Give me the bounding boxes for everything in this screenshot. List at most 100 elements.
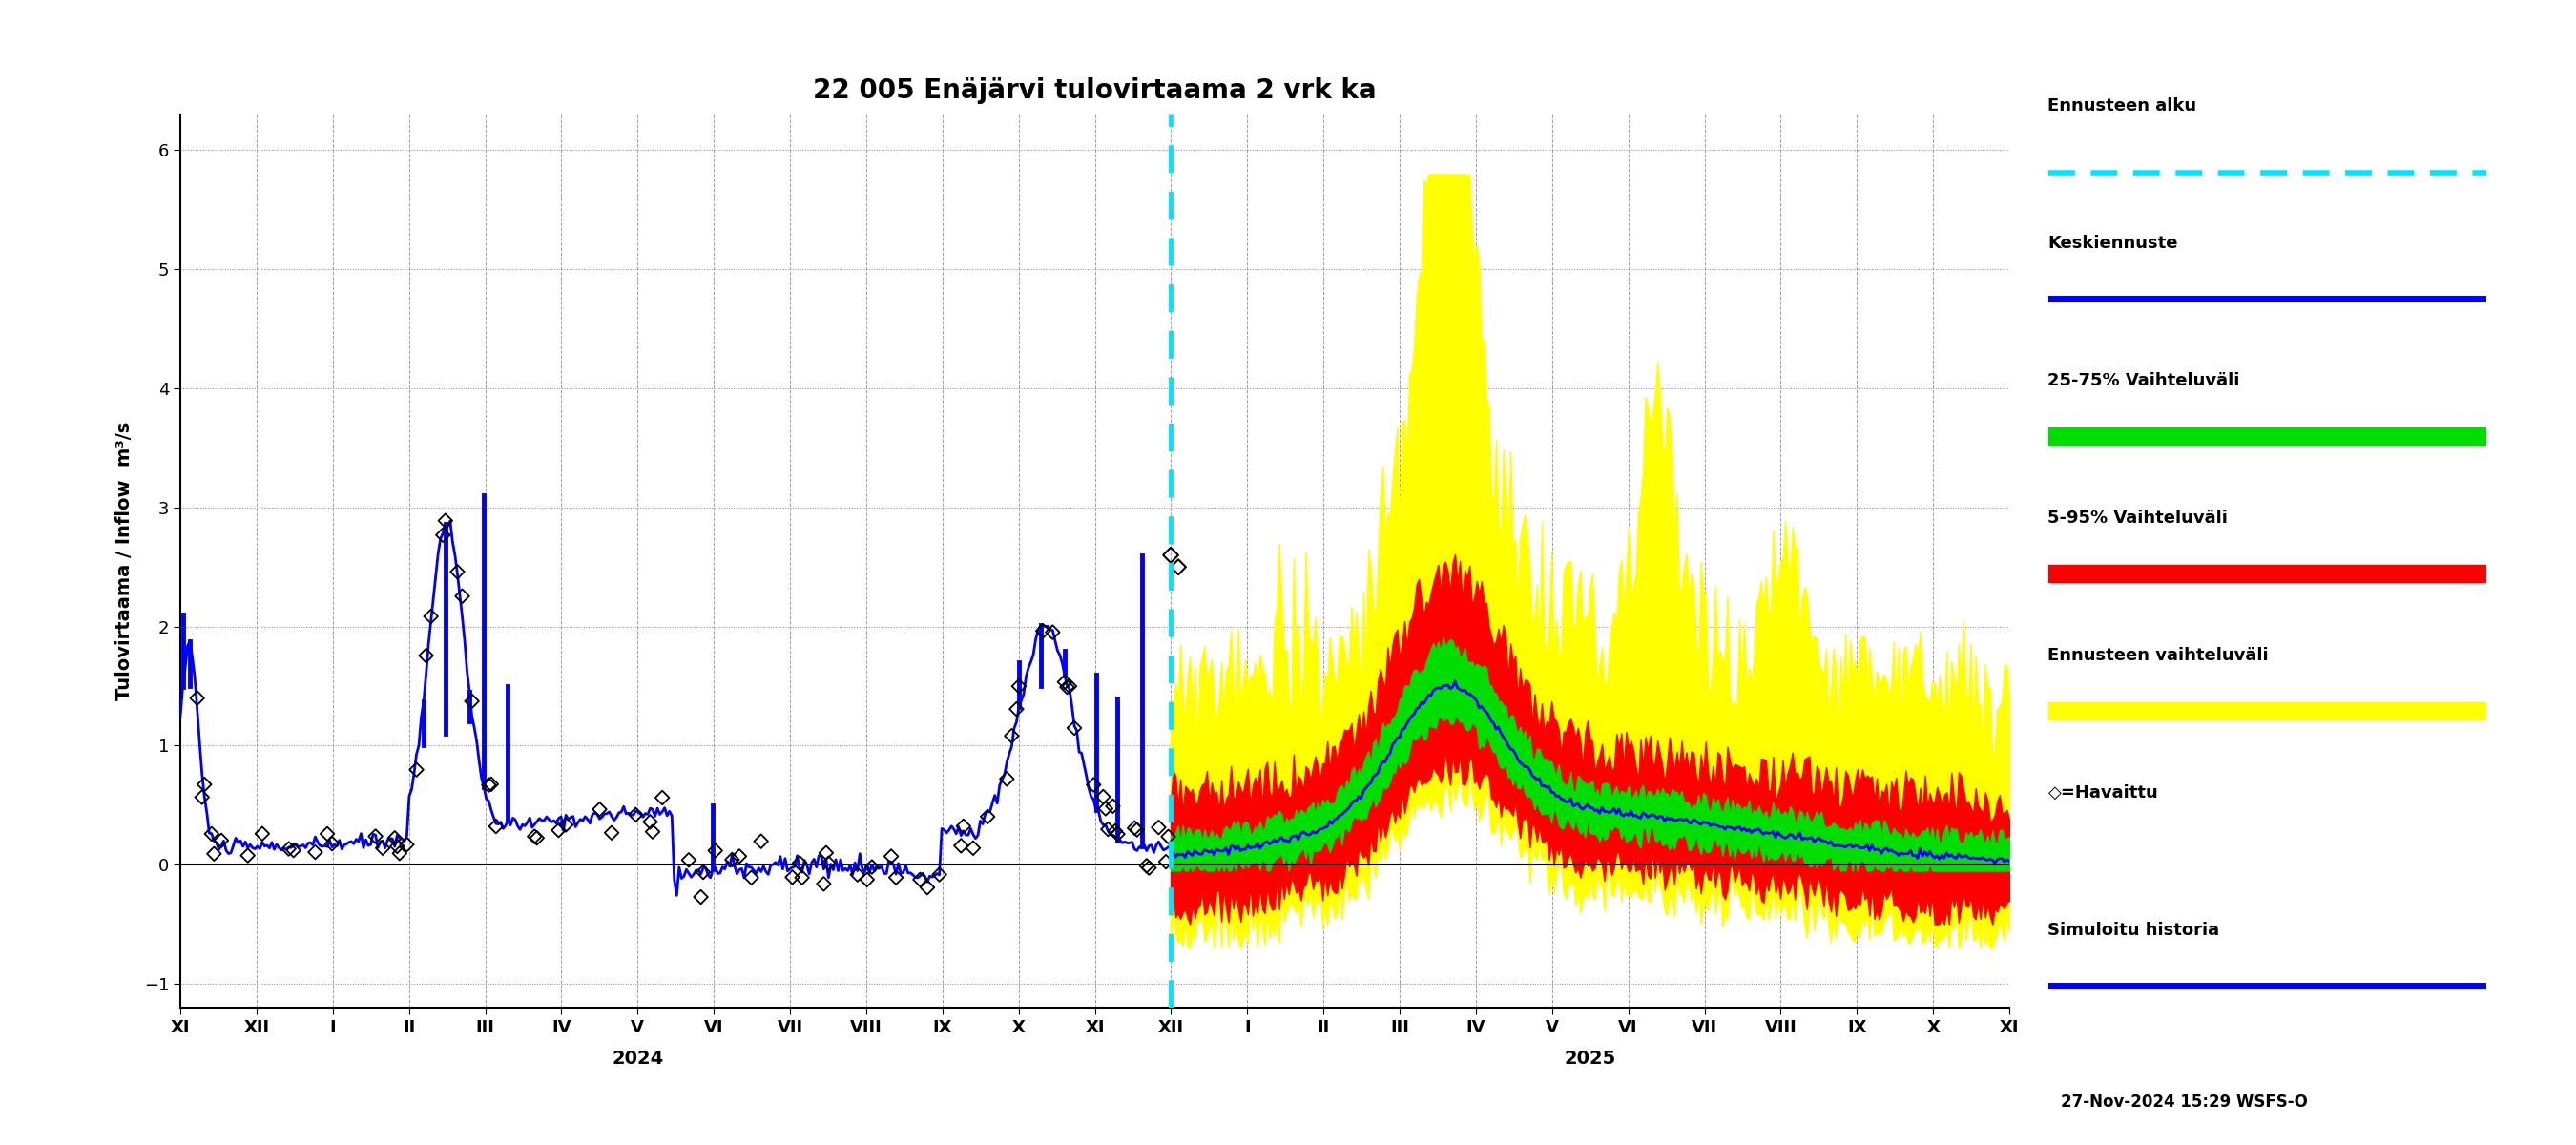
Point — [992, 727, 1033, 745]
Point — [374, 829, 415, 847]
Point — [804, 875, 845, 893]
Point — [440, 587, 482, 606]
Point — [871, 847, 912, 866]
Point — [1023, 622, 1064, 640]
Point — [1082, 788, 1123, 806]
Point — [1046, 678, 1087, 696]
Point — [1092, 797, 1133, 815]
Point — [1097, 824, 1139, 843]
Point — [907, 878, 948, 897]
Text: 5-95% Vaihteluväli: 5-95% Vaihteluväli — [2048, 510, 2228, 527]
Point — [376, 837, 417, 855]
Point — [477, 818, 518, 836]
Point — [294, 843, 335, 861]
Point — [178, 689, 219, 708]
Point — [899, 870, 940, 889]
Point — [781, 868, 822, 886]
Point — [1074, 775, 1115, 793]
Point — [1084, 799, 1126, 818]
Point — [696, 842, 737, 860]
Point — [590, 823, 631, 842]
Text: 25-75% Vaihteluväli: 25-75% Vaihteluväli — [2048, 372, 2241, 389]
Point — [1128, 859, 1170, 877]
Point — [273, 842, 314, 860]
Point — [1043, 673, 1084, 692]
Point — [1157, 558, 1198, 576]
Point — [739, 832, 781, 851]
Point — [312, 835, 353, 853]
Point — [1139, 819, 1180, 837]
Text: Keskiennuste: Keskiennuste — [2048, 235, 2179, 252]
Point — [425, 512, 466, 530]
Point — [386, 836, 428, 854]
Point — [997, 700, 1038, 718]
Point — [943, 818, 984, 836]
Point — [1115, 821, 1157, 839]
Point — [999, 677, 1041, 695]
Point — [363, 839, 404, 858]
Point — [410, 607, 451, 625]
Point — [1033, 623, 1074, 641]
Point — [183, 775, 224, 793]
Point — [471, 775, 513, 793]
Point — [242, 824, 283, 843]
Point — [307, 824, 348, 843]
Point — [180, 788, 222, 806]
Y-axis label: Tulovirtaama / Inflow  m³/s: Tulovirtaama / Inflow m³/s — [116, 421, 134, 701]
Text: Ennusteen alku: Ennusteen alku — [2048, 97, 2197, 115]
Point — [719, 847, 760, 866]
Point — [515, 829, 556, 847]
Point — [1126, 856, 1167, 875]
Point — [193, 845, 234, 863]
Point — [732, 868, 773, 886]
Point — [631, 822, 672, 840]
Point — [227, 846, 268, 864]
Point — [1113, 819, 1154, 837]
Point — [538, 821, 580, 839]
Point — [191, 824, 232, 843]
Title: 22 005 Enäjärvi tulovirtaama 2 vrk ka: 22 005 Enäjärvi tulovirtaama 2 vrk ka — [814, 78, 1376, 104]
Point — [1054, 719, 1095, 737]
Point — [667, 851, 708, 869]
Text: 2024: 2024 — [611, 1049, 665, 1067]
Point — [773, 868, 814, 886]
Text: 27-Nov-2024 15:29 WSFS-O: 27-Nov-2024 15:29 WSFS-O — [2061, 1093, 2308, 1111]
Point — [1095, 822, 1136, 840]
Point — [778, 854, 819, 872]
Point — [355, 827, 397, 845]
Point — [1048, 677, 1090, 695]
Point — [438, 562, 479, 581]
Point — [451, 692, 492, 710]
Point — [641, 789, 683, 807]
Text: Ennusteen vaihteluväli: Ennusteen vaihteluväli — [2048, 647, 2269, 664]
Point — [404, 647, 446, 665]
Point — [876, 868, 917, 886]
Point — [379, 844, 420, 862]
Point — [940, 837, 981, 855]
Text: Simuloitu historia: Simuloitu historia — [2048, 922, 2221, 939]
Point — [546, 815, 587, 834]
Point — [422, 526, 464, 544]
Point — [629, 813, 670, 831]
Point — [680, 887, 721, 906]
Point — [966, 807, 1007, 826]
Point — [848, 870, 889, 889]
Text: 2025: 2025 — [1564, 1049, 1615, 1067]
Point — [683, 863, 724, 882]
Point — [515, 828, 556, 846]
Point — [580, 800, 621, 819]
Point — [469, 776, 510, 795]
Point — [268, 839, 309, 858]
Point — [711, 851, 752, 869]
Point — [806, 844, 848, 862]
Point — [987, 769, 1028, 788]
Point — [1087, 820, 1128, 838]
Point — [201, 831, 242, 850]
Point — [837, 866, 878, 884]
Point — [1149, 546, 1190, 564]
Point — [850, 858, 891, 876]
Point — [920, 866, 961, 884]
Point — [616, 805, 657, 823]
Point — [397, 760, 438, 779]
Point — [1146, 853, 1188, 871]
